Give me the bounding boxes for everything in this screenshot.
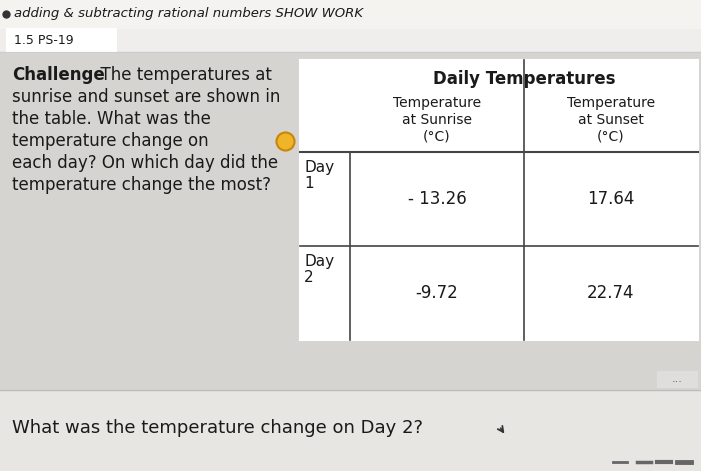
Bar: [0, 52, 701, 390]
Bar: [0, 390, 701, 471]
Text: at Sunrise: at Sunrise: [402, 113, 472, 127]
Text: - 13.26: - 13.26: [407, 190, 466, 208]
Text: 1: 1: [304, 176, 313, 191]
Text: Day: Day: [304, 254, 334, 269]
Bar: [300, 60, 698, 340]
Text: at Sunset: at Sunset: [578, 113, 644, 127]
Text: -9.72: -9.72: [416, 284, 458, 302]
Text: adding & subtracting rational numbers SHOW WORK: adding & subtracting rational numbers SH…: [14, 8, 363, 21]
Text: temperature change on: temperature change on: [12, 132, 209, 150]
Bar: [0, 0, 701, 28]
Bar: [6, 28, 116, 52]
Text: ...: ...: [672, 374, 683, 384]
Text: Day: Day: [304, 160, 334, 175]
Text: 22.74: 22.74: [587, 284, 634, 302]
Text: (°C): (°C): [597, 130, 625, 144]
Text: each day? On which day did the: each day? On which day did the: [12, 154, 278, 172]
Bar: [657, 371, 697, 387]
Text: Daily Temperatures: Daily Temperatures: [433, 70, 615, 88]
Text: 17.64: 17.64: [587, 190, 634, 208]
Text: The temperatures at: The temperatures at: [90, 66, 272, 84]
Text: sunrise and sunset are shown in: sunrise and sunset are shown in: [12, 88, 280, 106]
Text: Challenge: Challenge: [12, 66, 104, 84]
Text: Temperature: Temperature: [393, 96, 481, 110]
Text: 1.5 PS-19: 1.5 PS-19: [14, 33, 74, 47]
Text: temperature change the most?: temperature change the most?: [12, 176, 271, 194]
Text: (°C): (°C): [423, 130, 451, 144]
Text: 2: 2: [304, 270, 313, 285]
Text: What was the temperature change on Day 2?: What was the temperature change on Day 2…: [12, 419, 423, 437]
Text: Temperature: Temperature: [567, 96, 655, 110]
Text: the table. What was the: the table. What was the: [12, 110, 211, 128]
